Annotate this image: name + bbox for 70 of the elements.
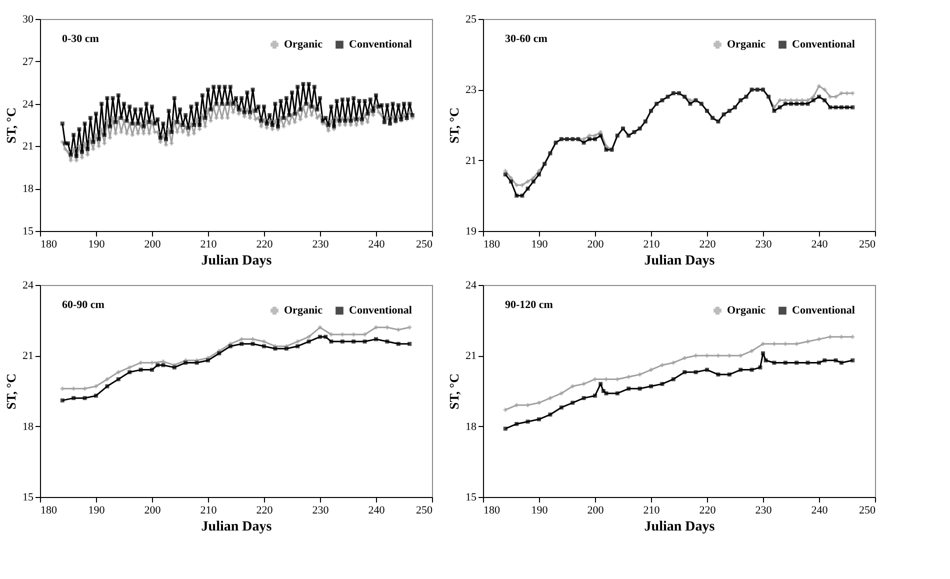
x-tick-label: 230: [755, 504, 772, 516]
y-axis-title: ST, °C: [4, 107, 18, 144]
y-axis-title: ST, °C: [446, 373, 462, 410]
x-tick-label: 180: [40, 504, 58, 516]
x-tick-label: 250: [859, 238, 876, 250]
annotation: 0-30 cm: [62, 33, 99, 45]
y-tick-label: 18: [22, 420, 34, 433]
y-tick-label: 15: [22, 492, 34, 504]
x-tick-label: 230: [312, 238, 330, 250]
y-tick-label: 21: [466, 350, 476, 362]
y-tick-label: 18: [466, 420, 477, 433]
y-tick-label: 18: [22, 183, 34, 196]
x-tick-label: 190: [531, 504, 548, 516]
x-tick-label: 220: [256, 504, 274, 516]
x-tick-label: 230: [312, 504, 330, 516]
x-tick-label: 180: [484, 238, 500, 250]
x-tick-label: 190: [88, 238, 106, 250]
y-axis-title: ST, °C: [4, 373, 18, 410]
y-tick-label: 23: [466, 84, 477, 96]
y-tick-label: 15: [22, 226, 34, 238]
y-axis-title: ST, °C: [446, 107, 462, 144]
x-tick-label: 230: [755, 238, 772, 250]
y-tick-label: 24: [466, 280, 477, 292]
x-tick-label: 220: [699, 238, 716, 250]
x-axis-title: Julian Days: [644, 254, 716, 268]
y-tick-label: 21: [22, 350, 34, 362]
y-tick-label: 21: [22, 140, 34, 153]
legend-label: Conventional: [349, 304, 412, 317]
x-tick-label: 190: [531, 238, 548, 250]
x-tick-label: 250: [416, 238, 433, 250]
x-tick-label: 220: [699, 504, 716, 516]
annotation: 30-60 cm: [505, 33, 548, 45]
legend-label: Conventional: [792, 38, 855, 51]
x-axis-title: Julian Days: [644, 520, 716, 534]
x-tick-label: 240: [811, 504, 828, 516]
x-tick-label: 240: [811, 238, 828, 250]
legend-label: Conventional: [792, 304, 855, 317]
x-tick-label: 210: [643, 238, 660, 250]
legend-label: Organic: [727, 38, 766, 51]
x-tick-label: 180: [40, 238, 58, 250]
x-tick-label: 210: [200, 238, 218, 250]
y-tick-label: 30: [22, 14, 34, 26]
legend-label: Conventional: [349, 38, 412, 51]
x-tick-label: 250: [859, 504, 876, 516]
annotation: 60-90 cm: [62, 299, 104, 311]
y-tick-label: 15: [466, 492, 477, 504]
x-axis-title: Julian Days: [201, 520, 272, 534]
x-tick-label: 210: [200, 504, 218, 516]
x-tick-label: 200: [587, 504, 604, 516]
legend-label: Organic: [284, 304, 323, 317]
x-tick-label: 200: [144, 504, 162, 516]
y-tick-label: 19: [466, 226, 477, 238]
y-tick-label: 24: [22, 98, 34, 110]
x-tick-label: 250: [416, 504, 433, 516]
x-tick-label: 200: [144, 238, 162, 250]
x-tick-label: 210: [643, 504, 660, 516]
x-tick-label: 240: [368, 504, 386, 516]
y-tick-label: 21: [466, 154, 476, 167]
x-tick-label: 190: [88, 504, 106, 516]
x-tick-label: 200: [587, 238, 604, 250]
x-tick-label: 240: [368, 238, 386, 250]
legend-label: Organic: [727, 304, 766, 317]
y-tick-label: 24: [22, 280, 34, 292]
y-tick-label: 25: [466, 14, 477, 26]
x-axis-title: Julian Days: [201, 254, 272, 268]
legend-label: Organic: [284, 38, 323, 51]
x-tick-label: 220: [256, 238, 274, 250]
y-tick-label: 27: [22, 56, 34, 68]
x-tick-label: 180: [484, 504, 500, 516]
annotation: 90-120 cm: [505, 299, 553, 311]
